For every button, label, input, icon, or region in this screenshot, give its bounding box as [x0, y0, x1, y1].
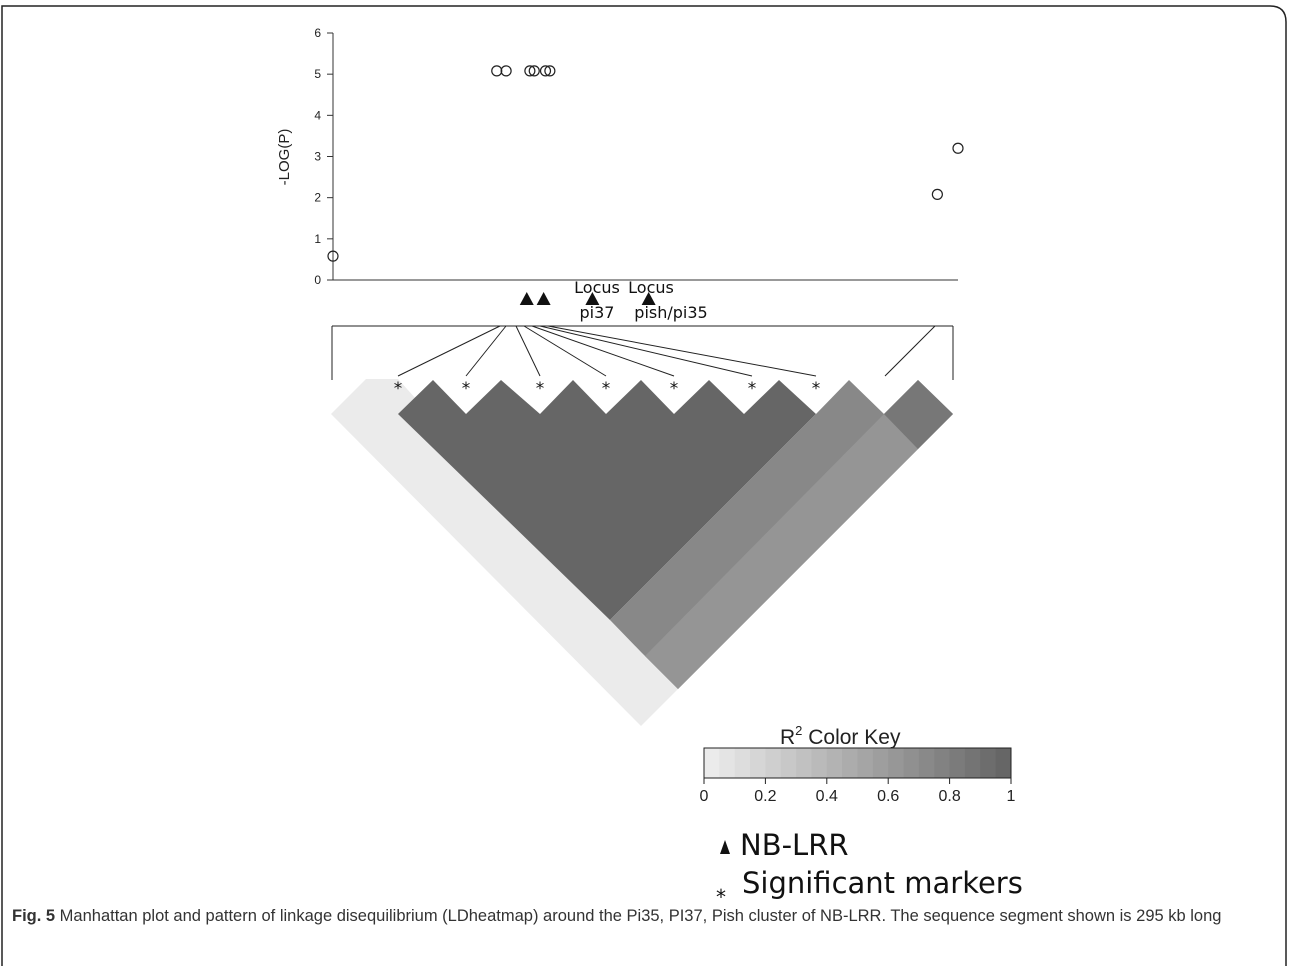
color-key-cell — [842, 748, 858, 778]
manhattan-plot: 0 1 2 3 4 5 6 -LOG(P) — [276, 26, 964, 287]
figure-border — [1, 5, 1287, 966]
y-tick-label: 4 — [314, 108, 321, 122]
nblrr-triangle — [536, 292, 551, 305]
ld-block-corner — [884, 380, 953, 449]
connector-line — [547, 325, 817, 377]
y-tick-label: 5 — [314, 67, 321, 81]
color-key-cell — [780, 748, 797, 778]
color-key-tick-label: 0.8 — [938, 788, 960, 805]
y-tick-label: 6 — [314, 26, 321, 40]
locus-labels: Locus pi37 Locus pish/pi35 — [574, 278, 708, 322]
connector-line — [465, 325, 507, 377]
data-point — [544, 65, 556, 77]
caption-text: Manhattan plot and pattern of linkage di… — [55, 907, 1222, 925]
significant-asterisk: * — [602, 379, 611, 399]
nblrr-legend-label: NB-LRR — [740, 828, 849, 862]
color-key-tick-label: 0.4 — [816, 788, 838, 805]
legend: NB-LRR * Significant markers — [716, 828, 1023, 909]
y-tick-label: 3 — [314, 150, 321, 164]
data-point — [327, 250, 339, 262]
color-key-cell — [734, 748, 751, 778]
color-key-cell — [995, 748, 1012, 778]
significant-legend-label: Significant markers — [742, 866, 1023, 900]
color-key-ticks: 0 0.2 0.4 0.6 0.8 1 — [700, 778, 1016, 805]
y-tick-label: 2 — [314, 191, 321, 205]
marker-connector-lines — [397, 325, 936, 377]
y-tick-label: 0 — [314, 273, 321, 287]
significant-marker-asterisks: * * * * * * * — [394, 379, 821, 399]
ld-block-high — [398, 380, 816, 620]
significant-asterisk: * — [748, 379, 757, 399]
significant-asterisk: * — [536, 379, 545, 399]
nblrr-legend-icon — [720, 840, 730, 854]
significant-asterisk: * — [670, 379, 679, 399]
ld-block-low — [331, 379, 678, 726]
locus-label-line2: pish/pi35 — [634, 303, 707, 322]
color-key-bar — [704, 748, 1012, 778]
data-point — [539, 65, 552, 77]
nblrr-triangle — [641, 292, 656, 305]
color-key-tick-label: 0.6 — [877, 788, 899, 805]
color-key: R2 Color Key 0 0.2 0.4 0.6 0.8 1 — [700, 723, 1016, 805]
color-key-cell — [964, 748, 981, 778]
color-key-cell — [704, 748, 720, 778]
connector-line — [884, 325, 936, 377]
significant-asterisk: * — [812, 379, 821, 399]
color-key-cell — [918, 748, 935, 778]
color-key-tick-label: 0.2 — [754, 788, 776, 805]
data-point — [524, 65, 536, 77]
significant-asterisk: * — [394, 379, 403, 399]
color-key-cell — [796, 748, 812, 778]
connector-line — [531, 325, 675, 377]
data-point — [528, 65, 540, 77]
locus-label-line1: Locus — [628, 278, 674, 297]
ld-heatmap — [331, 379, 953, 726]
y-axis-label: -LOG(P) — [276, 129, 293, 186]
caption-label: Fig. 5 — [12, 907, 56, 925]
significant-asterisk: * — [462, 379, 471, 399]
color-key-cell — [719, 748, 736, 778]
connector-line — [523, 325, 607, 377]
color-key-tick-label: 0 — [700, 788, 709, 805]
color-key-cell — [765, 748, 782, 778]
nblrr-triangle — [585, 292, 600, 305]
color-key-cell — [872, 748, 889, 778]
ld-bracket — [331, 325, 954, 380]
color-key-cell — [826, 748, 843, 778]
connector-line — [515, 325, 541, 377]
color-key-border — [703, 747, 1012, 779]
color-key-cell — [934, 748, 951, 778]
locus-label-line2: pi37 — [580, 303, 615, 322]
color-key-cell — [980, 748, 997, 778]
color-key-title: R2 Color Key — [780, 723, 901, 749]
significant-legend-asterisk: * — [716, 885, 726, 909]
color-key-cell — [888, 748, 905, 778]
color-key-cell — [750, 748, 766, 778]
figure-caption: Fig. 5 Manhattan plot and pattern of lin… — [12, 905, 1274, 927]
y-tick-label: 1 — [314, 232, 321, 246]
ld-block-mid-lower — [645, 414, 918, 689]
color-key-cell — [811, 748, 828, 778]
color-key-cell — [903, 748, 920, 778]
data-point — [491, 65, 503, 77]
nblrr-triangle — [519, 292, 534, 305]
nblrr-markers — [519, 292, 656, 305]
locus-label-line1: Locus — [574, 278, 620, 297]
y-ticks: 0 1 2 3 4 5 6 — [314, 26, 333, 287]
connector-line — [397, 325, 501, 377]
color-key-cell — [949, 748, 966, 778]
data-point — [931, 188, 943, 200]
data-point — [952, 142, 964, 154]
connector-line — [539, 325, 753, 377]
data-points — [327, 65, 964, 262]
data-point — [500, 65, 512, 77]
color-key-cell — [857, 748, 874, 778]
color-key-tick-label: 1 — [1007, 788, 1016, 805]
